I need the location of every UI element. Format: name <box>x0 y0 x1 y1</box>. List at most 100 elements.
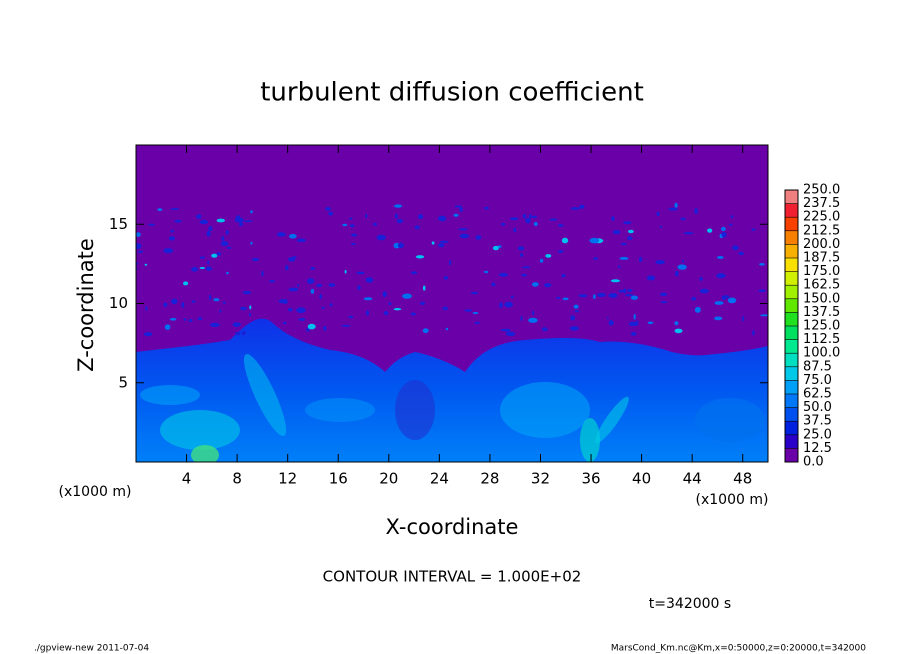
field-speck <box>366 310 369 316</box>
field-speck <box>682 259 684 263</box>
footer-right: MarsCond_Km.nc@Km,x=0:50000,z=0:20000,t=… <box>611 644 866 654</box>
field-speck <box>593 257 598 260</box>
field-speck <box>307 323 316 330</box>
colorbar-label: 175.0 <box>803 264 840 279</box>
field-speck <box>625 293 633 297</box>
field-speck <box>513 227 517 233</box>
field <box>136 145 768 462</box>
colorbar-segment <box>785 258 798 272</box>
field-speck <box>191 300 196 303</box>
field-speck <box>660 301 668 304</box>
field-streak <box>191 445 219 462</box>
colorbar-segment <box>785 421 798 435</box>
x-tick-label: 24 <box>430 470 449 488</box>
colorbar-label: 87.5 <box>803 359 832 374</box>
field-speck <box>248 313 252 317</box>
colorbar-segment <box>785 448 798 462</box>
field-speck <box>373 222 377 226</box>
field-speck <box>677 264 687 270</box>
field-speck <box>574 310 580 313</box>
field-speck <box>630 332 637 336</box>
field-streak <box>695 398 765 442</box>
field-speck <box>674 202 678 208</box>
field-speck <box>223 301 226 305</box>
field-speck <box>699 288 709 294</box>
field-speck <box>351 233 358 237</box>
field-speck <box>539 258 544 263</box>
x-tick-label: 16 <box>329 470 348 488</box>
field-speck <box>619 256 629 260</box>
field-speck <box>628 229 634 234</box>
field-speck <box>328 211 334 216</box>
field-speck <box>522 266 531 269</box>
field-speck <box>500 328 511 332</box>
field-speck <box>329 303 333 307</box>
field-speck <box>542 327 548 332</box>
field-speck <box>589 237 600 244</box>
field-speck <box>620 242 627 246</box>
field-speck <box>593 294 596 300</box>
colorbar-segment <box>785 434 798 449</box>
colorbar-label: 50.0 <box>803 400 832 415</box>
field-speck <box>626 289 633 292</box>
field-speck <box>388 302 392 306</box>
field-speck <box>285 265 289 271</box>
field-speck <box>376 234 386 241</box>
colorbar-label: 225.0 <box>803 210 840 225</box>
field-speck <box>341 324 351 327</box>
field-speck <box>269 280 276 283</box>
field-speck <box>188 319 193 322</box>
field-speck <box>225 230 229 235</box>
field-streak <box>243 353 287 437</box>
field-speck <box>618 289 625 293</box>
field-speck <box>357 285 361 291</box>
colorbar-label: 250.0 <box>803 183 840 198</box>
x-tick-label: 36 <box>581 470 600 488</box>
field-speck <box>721 226 726 232</box>
field-speck <box>420 301 426 305</box>
field-speck <box>216 218 225 223</box>
field-speck <box>470 291 479 295</box>
field-speck <box>491 282 496 287</box>
field-speck <box>484 206 489 210</box>
field-speck <box>296 307 306 314</box>
field-speck <box>288 234 297 239</box>
field-speck <box>235 331 241 336</box>
field-speck <box>297 284 300 287</box>
field-speck <box>164 324 171 330</box>
field-speck <box>382 291 387 298</box>
field-speck <box>683 232 694 235</box>
field-speck <box>454 205 463 208</box>
field-speck <box>707 228 713 233</box>
field-speck <box>659 292 668 296</box>
field-speck <box>442 306 449 311</box>
field-speck <box>306 327 310 332</box>
field-speck <box>278 299 288 304</box>
field-speck <box>531 282 539 287</box>
y-tick-label: 5 <box>118 373 128 391</box>
colorbar: 0.012.525.037.550.062.575.087.5100.0112.… <box>784 183 840 470</box>
x-tick-label: 40 <box>632 470 651 488</box>
colorbar-segment <box>785 326 798 340</box>
field-speck <box>397 242 404 249</box>
field-speck <box>656 211 660 217</box>
field-speck <box>520 253 524 257</box>
colorbar-segment <box>785 312 798 326</box>
colorbar-segment <box>785 353 798 367</box>
field-speck <box>323 326 327 331</box>
field-streak <box>395 380 435 440</box>
field-speck <box>171 298 178 305</box>
field-speck <box>578 294 588 298</box>
x-unit-label: (x1000 m) <box>696 492 769 508</box>
field-speck <box>396 218 403 224</box>
field-speck <box>646 275 656 281</box>
field-speck <box>647 321 654 325</box>
field-speck <box>365 213 368 219</box>
field-speck <box>348 315 354 319</box>
colorbar-segment <box>785 217 798 231</box>
field-speck <box>197 317 203 320</box>
field-speck <box>148 223 155 226</box>
field-speck <box>521 273 528 277</box>
colorbar-segment <box>785 394 798 408</box>
colorbar-label: 237.5 <box>803 196 840 211</box>
